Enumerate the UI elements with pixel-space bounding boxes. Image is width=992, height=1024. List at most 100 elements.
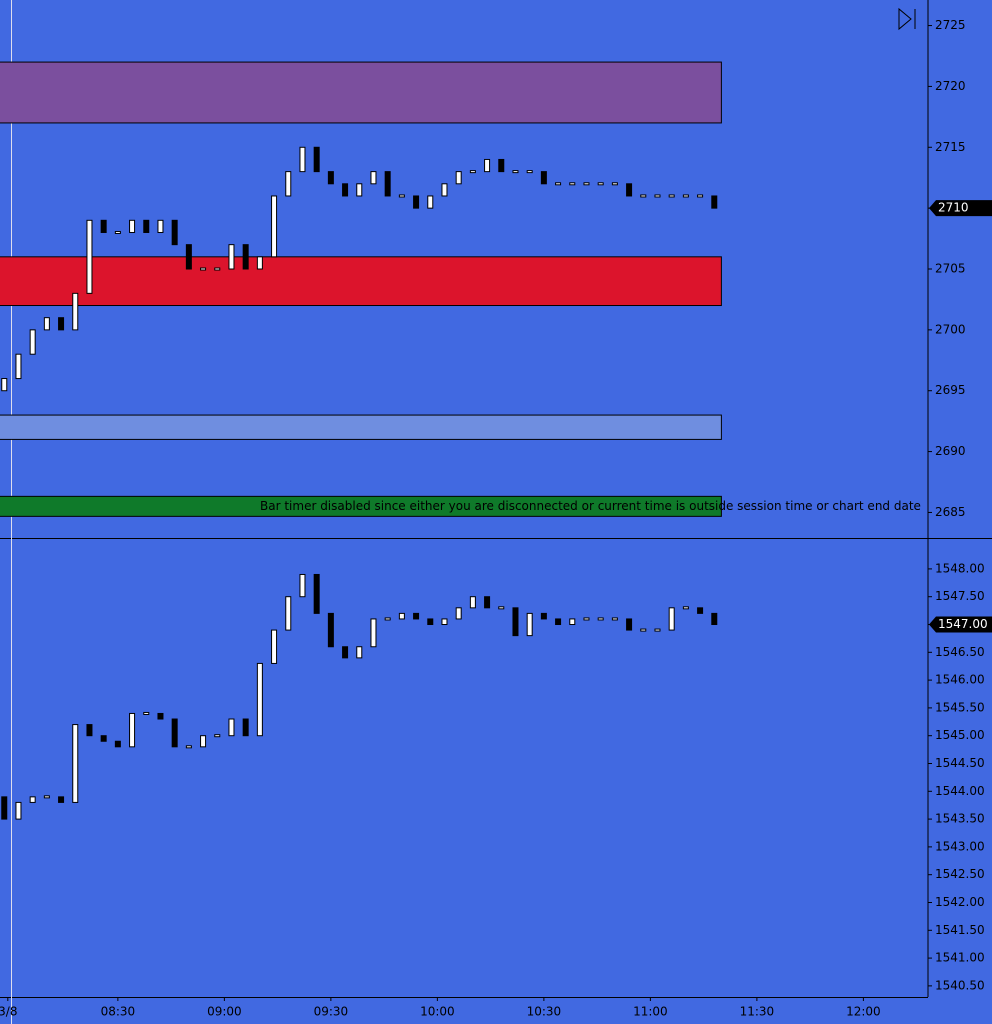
candle — [129, 219, 136, 233]
candle — [597, 617, 604, 621]
candle — [72, 292, 79, 331]
y-tick-label: 2715 — [935, 140, 966, 154]
candle — [143, 711, 150, 715]
candle — [171, 219, 178, 246]
candle — [469, 596, 476, 609]
x-tick-label: 3/8 — [0, 1005, 17, 1019]
candle — [498, 606, 505, 610]
candle — [640, 628, 647, 632]
y-tick-label: 2685 — [935, 505, 966, 519]
candle — [129, 712, 136, 748]
candle — [58, 796, 65, 803]
candle — [171, 718, 178, 748]
y-tick-label: 1543.00 — [935, 839, 985, 853]
candle — [342, 646, 349, 659]
last-price-label: 1547.00 — [938, 617, 988, 631]
candle — [228, 244, 235, 270]
candle — [313, 573, 320, 614]
candle — [626, 618, 633, 631]
candle — [327, 612, 334, 648]
last-price-label: 2710 — [938, 201, 969, 215]
candle — [711, 612, 718, 626]
candle — [484, 596, 491, 609]
candle — [398, 612, 405, 620]
candle — [58, 317, 65, 331]
candle — [626, 183, 633, 197]
candle — [540, 612, 547, 620]
candle — [15, 353, 22, 380]
candle — [1, 796, 8, 820]
candle — [654, 194, 661, 198]
candle — [285, 596, 292, 631]
candle — [271, 629, 278, 664]
candle — [143, 219, 150, 233]
y-tick-label: 2700 — [935, 322, 966, 336]
annotation-bar — [0, 495, 722, 517]
last-price-tag — [929, 616, 992, 633]
candle — [86, 724, 93, 737]
candle — [256, 662, 263, 737]
candle — [455, 171, 462, 185]
candle — [271, 195, 278, 258]
candle — [555, 182, 562, 186]
scroll-end-icon[interactable] — [898, 7, 916, 31]
candle — [640, 194, 647, 198]
y-tick-label: 1542.50 — [935, 867, 985, 881]
candle — [668, 607, 675, 631]
y-tick-label: 2695 — [935, 383, 966, 397]
candle — [512, 607, 519, 637]
candle — [299, 573, 306, 598]
candle — [512, 170, 519, 174]
y-tick-label: 1541.50 — [935, 923, 985, 937]
x-tick-label: 11:00 — [633, 1005, 668, 1019]
y-tick-label: 2725 — [935, 18, 966, 32]
y-tick-label: 1544.00 — [935, 784, 985, 798]
candle — [114, 740, 121, 748]
candle — [469, 170, 476, 174]
zone — [0, 61, 722, 124]
y-tick-label: 2690 — [935, 444, 966, 458]
y-tick-label: 1542.00 — [935, 895, 985, 909]
candle — [441, 183, 448, 197]
x-tick-label: 10:30 — [527, 1005, 562, 1019]
candle — [597, 182, 604, 186]
candle — [555, 618, 562, 626]
candle — [100, 735, 107, 742]
icon-shape — [898, 7, 912, 31]
annotation: Bar timer disabled since either you are … — [260, 499, 921, 513]
y-tick-label: 2705 — [935, 262, 966, 276]
candle — [1, 378, 8, 392]
candle — [214, 267, 221, 271]
candle — [682, 606, 689, 610]
candle — [526, 170, 533, 174]
candle — [214, 734, 221, 738]
x-tick-label: 08:30 — [101, 1005, 136, 1019]
candle — [569, 618, 576, 626]
candle — [327, 171, 334, 185]
candle — [427, 195, 434, 209]
candle — [72, 724, 79, 803]
y-tick-label: 1541.00 — [935, 951, 985, 965]
x-tick-label: 12:00 — [846, 1005, 881, 1019]
candle — [29, 796, 36, 803]
candle — [299, 146, 306, 173]
candle — [356, 646, 363, 659]
candle — [384, 171, 391, 197]
candle — [384, 617, 391, 621]
candle — [228, 718, 235, 737]
candle — [583, 617, 590, 621]
last-price-tag — [929, 200, 992, 217]
candle — [157, 219, 164, 233]
candle — [15, 801, 22, 820]
x-tick-label: 11:30 — [740, 1005, 775, 1019]
candle — [654, 628, 661, 632]
candle — [285, 171, 292, 197]
y-tick-label: 2720 — [935, 79, 966, 93]
candle — [413, 195, 420, 209]
candle — [711, 195, 718, 209]
candle — [200, 267, 207, 271]
candle — [86, 219, 93, 294]
candle — [256, 256, 263, 270]
candle — [455, 607, 462, 620]
